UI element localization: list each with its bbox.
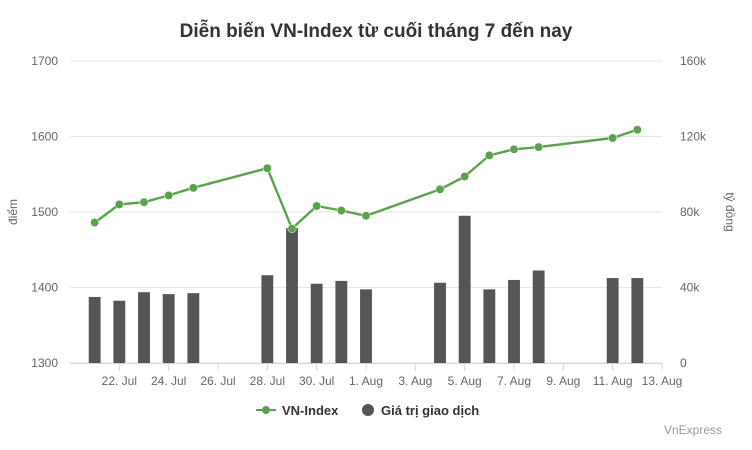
vn-index-point xyxy=(534,142,544,152)
y-left-axis-title: điểm xyxy=(6,199,20,225)
trading-value-bar xyxy=(532,270,545,363)
x-tick-label: 28. Jul xyxy=(250,374,285,388)
trading-value-bar xyxy=(606,278,619,363)
trading-value-bar xyxy=(88,296,101,363)
y-right-tick-label: 80k xyxy=(680,205,700,219)
vn-index-point xyxy=(336,206,346,215)
y-right-tick-label: 120k xyxy=(680,130,707,144)
x-tick-label: 13. Aug xyxy=(642,374,683,388)
y-right-axis-title: tỷ đồng xyxy=(723,192,737,231)
y-right-tick-label: 160k xyxy=(680,54,707,68)
vn-index-point xyxy=(509,144,519,154)
vn-index-point xyxy=(435,184,445,194)
legend-item-gia-tri[interactable]: Giá trị giao dịch xyxy=(362,403,479,418)
vn-index-point xyxy=(287,224,297,234)
trading-value-bar xyxy=(483,289,496,363)
y-left-tick-label: 1500 xyxy=(31,205,58,219)
vn-index-point xyxy=(188,183,198,193)
trading-value-bar xyxy=(261,275,274,363)
vn-index-point xyxy=(460,172,470,181)
x-tick-label: 9. Aug xyxy=(546,374,580,388)
trading-value-bar xyxy=(286,228,298,363)
legend-line-marker xyxy=(262,406,270,414)
y-right-tick-label: 0 xyxy=(680,356,687,370)
trading-value-bar xyxy=(360,289,372,363)
trading-value-bar xyxy=(458,215,471,363)
x-tick-label: 5. Aug xyxy=(448,374,482,388)
legend-label-vn-index: VN-Index xyxy=(282,403,339,418)
legend[interactable]: VN-Index Giá trị giao dịch xyxy=(256,403,479,418)
vn-index-point xyxy=(114,200,124,209)
chart-title: Diễn biến VN-Index từ cuối tháng 7 đến n… xyxy=(180,20,573,42)
trading-value-bar xyxy=(434,282,446,363)
legend-item-vn-index[interactable]: VN-Index xyxy=(256,403,339,418)
x-tick-label: 26. Jul xyxy=(200,374,235,388)
vn-index-point xyxy=(361,211,371,221)
y-left-tick-label: 1700 xyxy=(31,54,58,68)
vn-index-point xyxy=(632,125,642,135)
axes: 1300 1400 1500 1600 1700 0 40k 80k 120k 160k 22. J… xyxy=(31,54,707,388)
trading-value-bar xyxy=(187,293,200,363)
x-tick-label: 24. Jul xyxy=(151,374,186,388)
x-tick-label: 3. Aug xyxy=(398,374,432,388)
trading-value-bar xyxy=(631,278,644,363)
trading-value-bar xyxy=(162,294,175,363)
trading-value-bar xyxy=(310,283,323,363)
x-tick-label: 22. Jul xyxy=(102,374,137,388)
legend-bar-swatch xyxy=(362,404,374,416)
trading-value-bar xyxy=(138,292,150,363)
y-left-tick-label: 1300 xyxy=(31,356,58,370)
legend-label-gia-tri: Giá trị giao dịch xyxy=(381,403,479,418)
vn-index-point xyxy=(484,150,494,160)
y-left-tick-label: 1600 xyxy=(31,130,58,144)
trading-value-bar xyxy=(113,300,126,363)
vn-index-point xyxy=(262,163,272,173)
y-right-tick-label: 40k xyxy=(680,281,700,295)
y-left-tick-label: 1400 xyxy=(31,281,58,295)
x-tick-label: 7. Aug xyxy=(497,374,531,388)
x-tick-label: 30. Jul xyxy=(299,374,334,388)
vn-index-point xyxy=(164,190,174,200)
vn-index-point xyxy=(608,133,618,143)
x-tick-label: 11. Aug xyxy=(593,374,633,388)
trading-value-bar xyxy=(508,279,520,363)
vn-index-point xyxy=(90,218,100,228)
x-tick-label: 1. Aug xyxy=(349,374,383,388)
line-series xyxy=(90,125,642,234)
bar-series xyxy=(88,215,644,363)
credit-label[interactable]: VnExpress xyxy=(664,423,722,437)
vn-index-point xyxy=(312,201,322,211)
vn-index-point xyxy=(139,197,149,207)
trading-value-bar xyxy=(335,280,348,363)
